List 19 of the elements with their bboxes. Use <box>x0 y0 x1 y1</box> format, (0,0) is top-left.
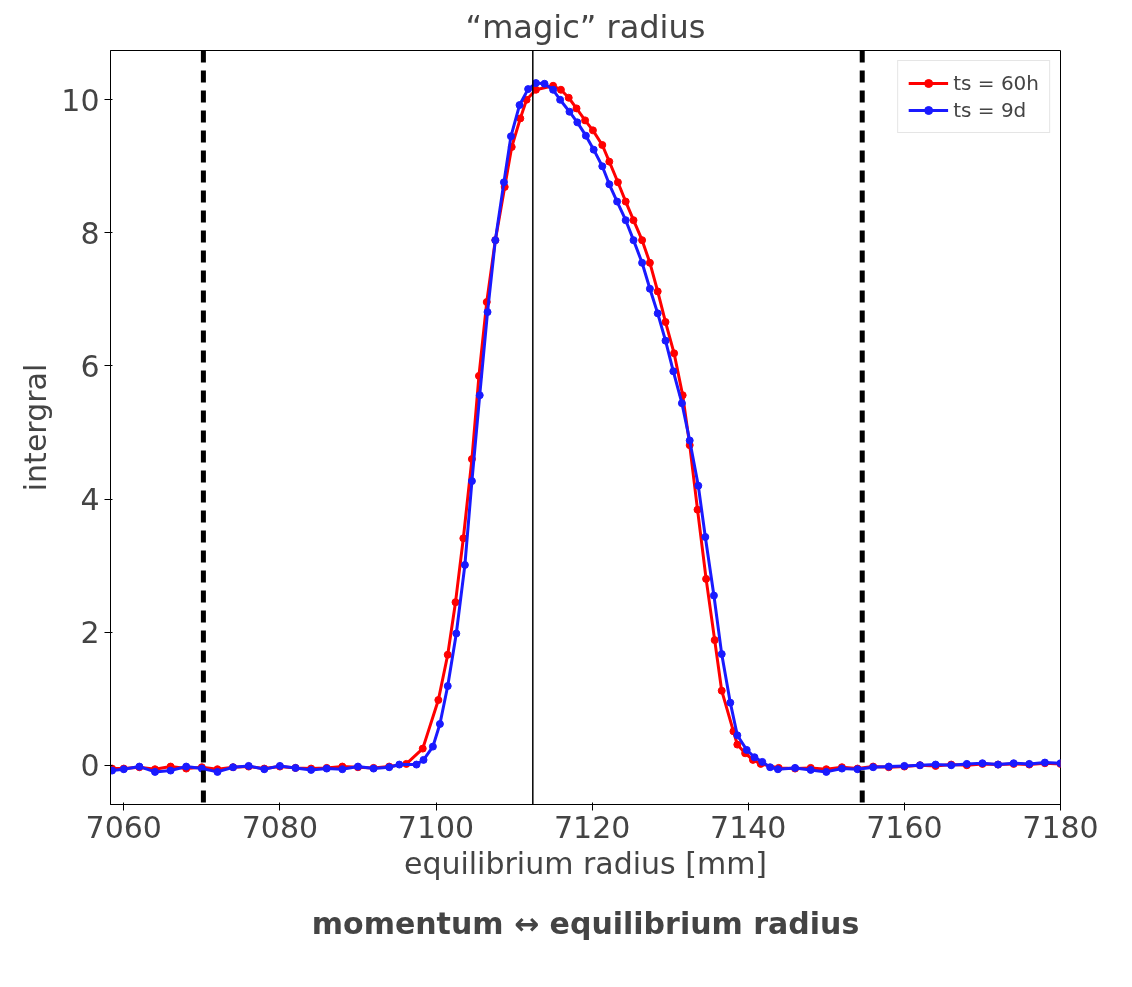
y-tick-label: 6 <box>80 348 100 384</box>
x-tick-label: 7120 <box>553 809 631 845</box>
x-tick-label: 7180 <box>1022 809 1099 845</box>
ref-line-label: “magic” radius <box>465 7 706 46</box>
y-tick-label: 2 <box>80 615 100 651</box>
x-tick-label: 7140 <box>710 809 787 845</box>
y-tick-label: 10 <box>61 82 100 118</box>
x-tick-label: 7060 <box>85 809 162 845</box>
x-tick-label: 7160 <box>866 809 943 845</box>
y-tick-label: 8 <box>80 215 100 251</box>
y-tick-label: 0 <box>80 748 100 784</box>
legend-label: ts = 60h <box>953 71 1039 95</box>
text: momentum ↔ equilibrium radius <box>311 905 860 941</box>
y-axis-title: intergral <box>18 363 54 492</box>
y-tick-label: 4 <box>80 482 100 518</box>
legend-label: ts = 9d <box>953 98 1027 122</box>
x-axis-title: equilibrium radius [mm] <box>403 845 768 881</box>
x-tick-label: 7100 <box>397 809 475 845</box>
x-tick-label: 7080 <box>241 809 319 845</box>
